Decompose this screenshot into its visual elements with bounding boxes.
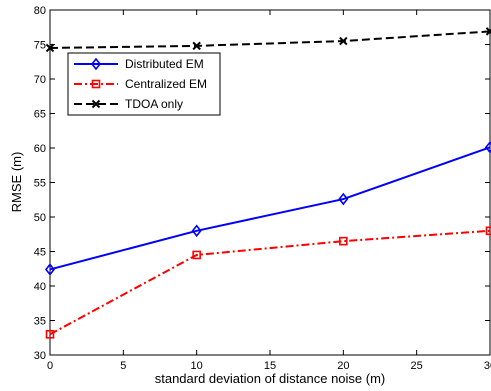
x-tick-label-5: 5 [120, 360, 126, 372]
data-point-centralized-em-20 [339, 236, 348, 246]
y-tick-label-45: 45 [34, 247, 46, 259]
legend-entry-distributed-em: Distributed EM [74, 57, 204, 71]
x-tick-label-25: 25 [411, 360, 423, 372]
y-tick-label-30: 30 [34, 350, 46, 362]
y-tick-label-75: 75 [34, 40, 46, 52]
legend-label-tdoa-only: TDOA only [125, 97, 183, 111]
x-tick-label-20: 20 [337, 360, 349, 372]
x-axis-label: standard deviation of distance noise (m) [155, 371, 386, 386]
data-point-tdoa-only-10 [192, 41, 201, 51]
data-point-centralized-em-0 [45, 329, 55, 339]
legend-entry-tdoa-only: TDOA only [74, 97, 183, 111]
series-line-distributed-em [49, 146, 491, 271]
legend-marker-centralized-em [91, 79, 101, 89]
y-tick-label-70: 70 [34, 74, 46, 86]
y-tick-label-60: 60 [34, 143, 46, 155]
series-lines [49, 30, 491, 336]
data-point-distributed-em-10 [191, 224, 202, 238]
data-point-centralized-em-30 [485, 226, 491, 236]
y-tick-label-40: 40 [34, 281, 46, 293]
series-line-centralized-em [49, 229, 491, 336]
data-point-distributed-em-20 [338, 192, 349, 206]
y-tick-label-50: 50 [34, 212, 46, 224]
legend-label-centralized-em: Centralized EM [125, 77, 207, 91]
x-tick-label-0: 0 [47, 360, 53, 372]
series-line-tdoa-only [49, 30, 491, 49]
x-tick-label-10: 10 [191, 360, 203, 372]
y-tick-label-55: 55 [34, 178, 46, 190]
x-tick-label-30: 30 [484, 360, 491, 372]
legend-label-distributed-em: Distributed EM [125, 57, 204, 71]
legend-marker-distributed-em [90, 57, 102, 71]
y-tick-label-80: 80 [34, 5, 46, 17]
y-axis-label: RMSE (m) [9, 152, 24, 213]
legend: Distributed EM Centralized EM TDOA only [67, 52, 221, 116]
x-tick-label-15: 15 [264, 360, 276, 372]
series-markers [44, 27, 491, 339]
legend-marker-tdoa-only [91, 99, 101, 109]
y-tick-label-65: 65 [34, 109, 46, 121]
y-tick-label-35: 35 [34, 316, 46, 328]
data-point-distributed-em-0 [44, 263, 56, 276]
data-point-tdoa-only-0 [45, 43, 55, 53]
axis-ticks: 0 5 10 15 20 25 30 30 35 40 45 50 55 60 65 70 75 80 [34, 5, 491, 372]
data-point-distributed-em-30 [484, 141, 491, 154]
data-point-centralized-em-10 [192, 250, 201, 260]
data-point-tdoa-only-30 [485, 27, 491, 36]
data-point-tdoa-only-20 [339, 36, 348, 46]
legend-entry-centralized-em: Centralized EM [74, 77, 207, 91]
